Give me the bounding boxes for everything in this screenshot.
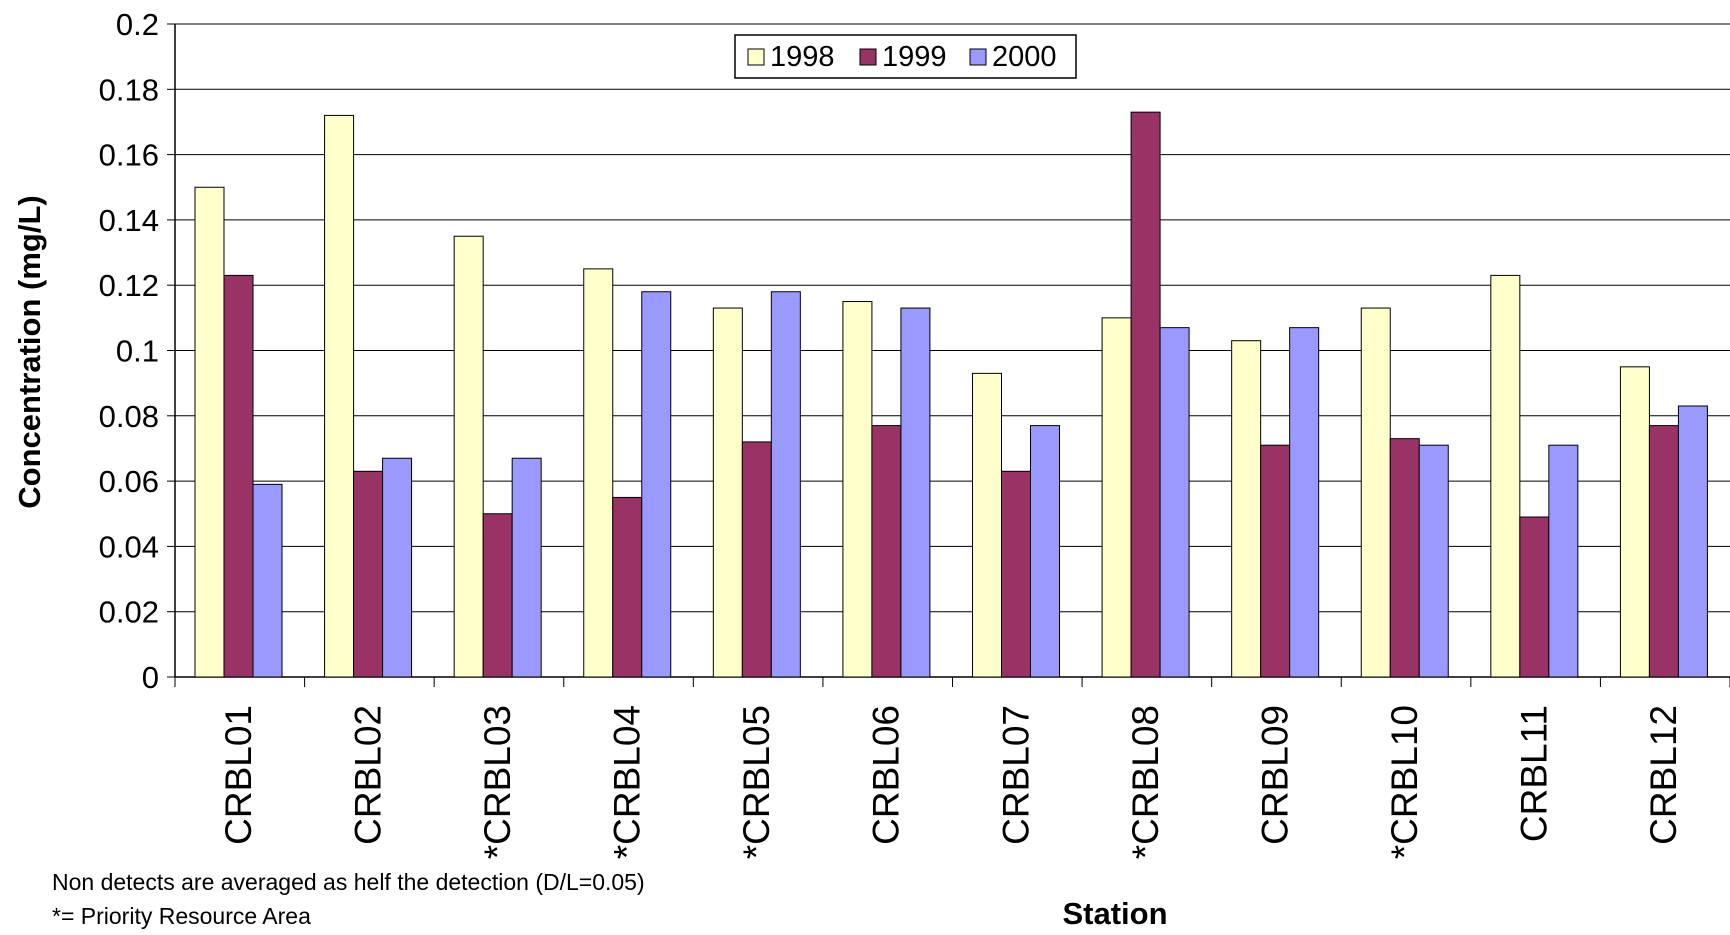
y-tick-label: 0.04: [99, 529, 159, 564]
y-tick-label: 0.1: [116, 334, 159, 369]
bar-2000-CRBL11: [1548, 444, 1579, 678]
y-axis-title: Concentration (mg/L): [12, 195, 47, 508]
y-tick-label: 0: [142, 660, 159, 695]
bar-2000-CRBL06: [900, 307, 931, 678]
gridlines: [175, 23, 1730, 613]
bar-1998-CRBL02: [324, 114, 355, 678]
y-tick-label: 0.2: [116, 7, 159, 42]
axes: [167, 23, 1730, 687]
bar-2000-CRBL01: [252, 483, 283, 678]
y-tick-label: 0.14: [99, 203, 159, 238]
bar-1998-CRBL09: [1231, 340, 1262, 678]
bar-2000-CRBL10: [1418, 444, 1449, 678]
bar-2000-CRBL03: [511, 457, 542, 678]
x-tick-label: CRBL02: [347, 705, 388, 845]
x-tick-label: CRBL06: [866, 705, 907, 845]
bar-2000-CRBL04: [641, 291, 672, 678]
bar-2000-CRBL09: [1289, 327, 1320, 678]
legend-swatch: [859, 48, 877, 66]
bar-1999-CRBL09: [1260, 444, 1291, 678]
bars: [194, 111, 1708, 678]
y-tick-label: 0.08: [99, 399, 159, 434]
bar-1999-CRBL02: [353, 470, 384, 678]
bar-1999-CRBL08: [1130, 111, 1161, 678]
bar-1998-CRBL06: [842, 301, 873, 678]
x-tick-label: *CRBL04: [607, 705, 648, 859]
x-tick-label: *CRBL05: [736, 705, 777, 859]
legend-label: 1999: [882, 41, 947, 73]
legend-swatch: [969, 48, 987, 66]
priority-note: *= Priority Resource Area: [52, 903, 311, 929]
legend-box: [734, 34, 1077, 79]
x-tick-label: CRBL12: [1643, 705, 1684, 845]
bar-1998-CRBL10: [1360, 307, 1391, 678]
x-tick-label: CRBL09: [1254, 705, 1295, 845]
bar-2000-CRBL12: [1677, 405, 1708, 678]
bar-2000-CRBL07: [1030, 425, 1060, 678]
bar-1998-CRBL01: [194, 186, 225, 678]
bar-1999-CRBL11: [1519, 516, 1550, 678]
bar-1999-CRBL03: [482, 513, 513, 678]
bar-1998-CRBL03: [453, 235, 484, 678]
bar-1998-CRBL04: [583, 268, 614, 678]
legend: 1998 1999 2000: [734, 34, 1077, 79]
x-tick-label: *CRBL10: [1384, 705, 1425, 859]
bar-1998-CRBL07: [972, 372, 1002, 678]
bar-2000-CRBL05: [770, 291, 801, 678]
bar-1999-CRBL04: [612, 496, 643, 678]
bar-2000-CRBL02: [382, 457, 413, 678]
bar-1999-CRBL05: [741, 441, 772, 678]
legend-label: 2000: [992, 41, 1057, 73]
x-tick-label: *CRBL08: [1125, 705, 1166, 859]
detection-note: Non detects are averaged as helf the det…: [52, 869, 645, 895]
x-tick-label: CRBL07: [995, 705, 1036, 845]
y-tick-label: 0.12: [99, 268, 159, 303]
x-tick-label: CRBL11: [1514, 705, 1555, 842]
bar-1999-CRBL10: [1389, 438, 1420, 678]
y-tick-label: 0.02: [99, 595, 159, 630]
legend-label: 1998: [770, 41, 835, 73]
bar-1999-CRBL12: [1648, 425, 1679, 678]
x-tick-label: CRBL01: [218, 705, 259, 845]
bar-2000-CRBL08: [1159, 327, 1190, 678]
x-axis-title: Station: [1062, 896, 1167, 931]
x-tick-label: *CRBL03: [477, 705, 518, 859]
bar-1998-CRBL08: [1101, 317, 1132, 678]
bar-1999-CRBL06: [871, 425, 902, 678]
tick-labels: 0 0.02 0.04 0.06 0.08 0.1 0.12 0.14 0.16 0.18 0.2 C…: [99, 7, 1685, 859]
bar-1998-CRBL11: [1490, 274, 1521, 678]
y-tick-label: 0.06: [99, 464, 159, 499]
y-tick-label: 0.16: [99, 138, 159, 173]
bar-1999-CRBL07: [1001, 470, 1031, 678]
bar-1998-CRBL05: [712, 307, 743, 678]
bar-1998-CRBL12: [1619, 366, 1650, 678]
y-tick-label: 0.18: [99, 72, 159, 107]
legend-swatch: [747, 48, 765, 66]
bar-1999-CRBL01: [223, 274, 254, 678]
